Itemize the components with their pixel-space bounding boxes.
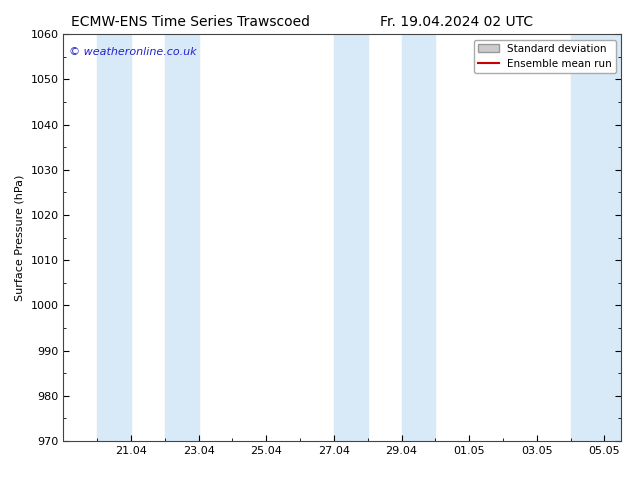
Bar xyxy=(334,34,368,441)
Bar xyxy=(401,34,436,441)
Text: ECMW-ENS Time Series Trawscoed: ECMW-ENS Time Series Trawscoed xyxy=(71,15,309,29)
Text: Fr. 19.04.2024 02 UTC: Fr. 19.04.2024 02 UTC xyxy=(380,15,533,29)
Legend: Standard deviation, Ensemble mean run: Standard deviation, Ensemble mean run xyxy=(474,40,616,73)
Y-axis label: Surface Pressure (hPa): Surface Pressure (hPa) xyxy=(15,174,25,301)
Bar xyxy=(571,34,621,441)
Bar xyxy=(97,34,131,441)
Text: © weatheronline.co.uk: © weatheronline.co.uk xyxy=(69,47,197,56)
Bar xyxy=(165,34,198,441)
